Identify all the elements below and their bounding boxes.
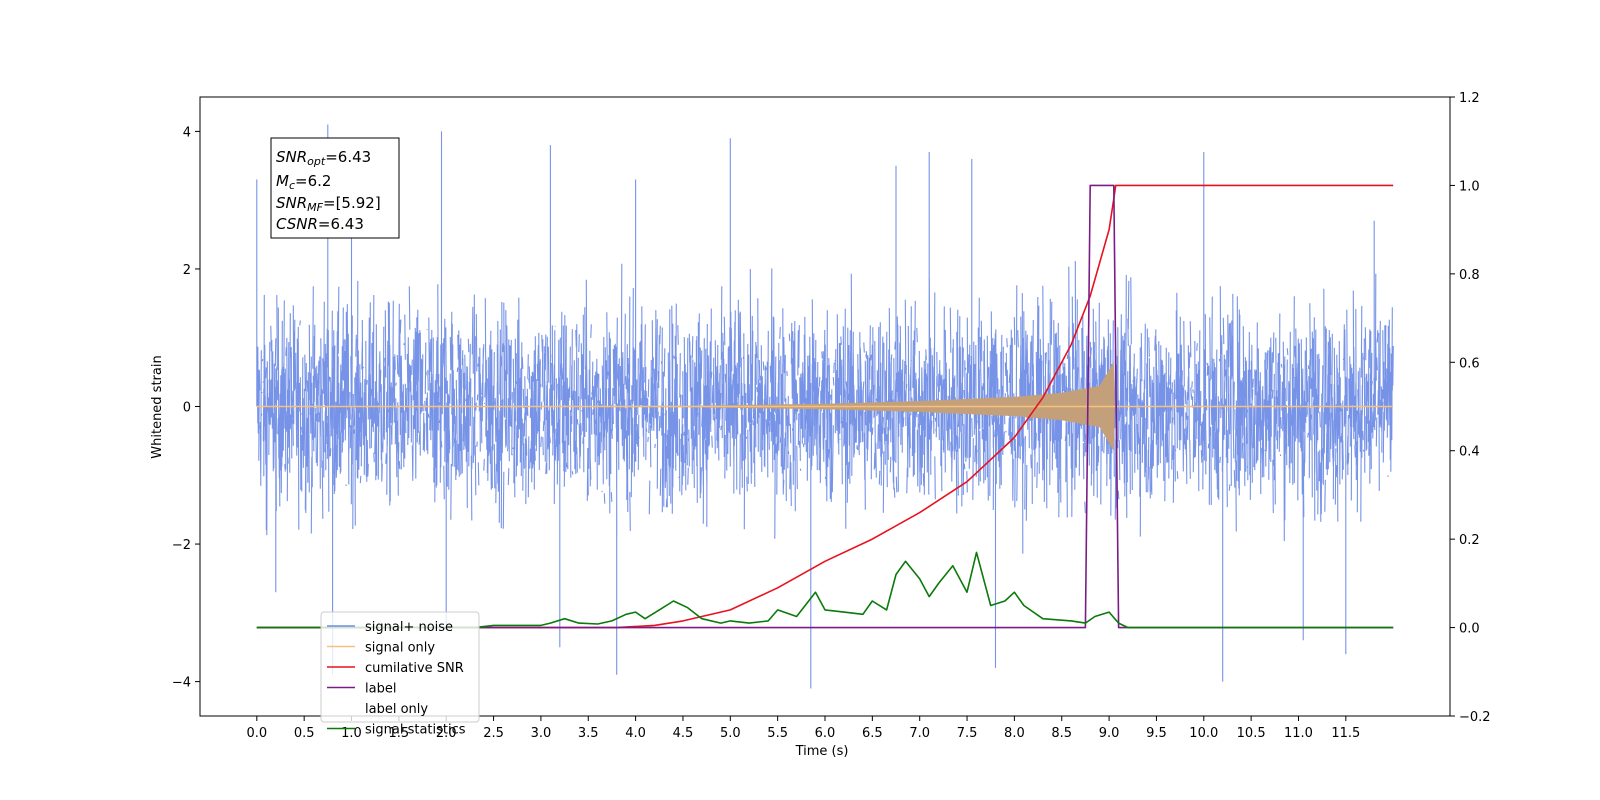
y-right-tick-label: 0.2: [1459, 533, 1480, 548]
series-cumilative-snr: [256, 184, 1394, 629]
x-tick-label: 8.0: [1004, 726, 1025, 741]
y-axis-left: −4 −2 0 2 4: [172, 125, 200, 691]
y-right-tick-label: 1.2: [1459, 91, 1480, 106]
legend-frame: [320, 611, 480, 723]
x-tick-label: 8.5: [1051, 726, 1072, 741]
x-tick-label: 6.0: [815, 726, 836, 741]
x-tick-label: 3.5: [578, 726, 599, 741]
x-tick-label: 9.5: [1146, 726, 1167, 741]
y-left-tick-label: −4: [172, 676, 191, 691]
annotation-mc: Mc=6.2: [276, 172, 331, 192]
legend-label: cumilative SNR: [365, 661, 464, 676]
x-tick-label: 1.0: [341, 726, 362, 741]
series-signal-noise: [256, 124, 1394, 689]
x-tick-label: 6.5: [862, 726, 883, 741]
annotation-snr-mf: SNRMF=[5.92]: [276, 194, 381, 214]
legend-label: signal only: [365, 641, 435, 656]
line-series-group: [256, 184, 1394, 629]
x-tick-label: 2.5: [483, 726, 504, 741]
y-right-tick-label: 0.6: [1459, 356, 1480, 371]
noise-series-group: [256, 124, 1394, 689]
y-axis-label: Whitened strain: [150, 355, 165, 458]
x-tick-label: 2.0: [436, 726, 457, 741]
legend-label: label only: [365, 702, 428, 717]
x-tick-label: 4.0: [625, 726, 646, 741]
legend-label: signal+ noise: [365, 620, 453, 635]
x-tick-label: 5.5: [767, 726, 788, 741]
x-tick-label: 7.5: [957, 726, 978, 741]
y-left-tick-label: 2: [183, 263, 191, 278]
y-left-tick-label: −2: [172, 538, 191, 553]
x-tick-label: 11.0: [1284, 726, 1313, 741]
y-right-tick-label: 0.8: [1459, 268, 1480, 283]
x-tick-label: 9.0: [1099, 726, 1120, 741]
x-tick-label: 11.5: [1331, 726, 1360, 741]
series-signal-statistics: [256, 551, 1394, 629]
legend: signal+ noise signal only cumilative SNR la…: [320, 611, 480, 738]
x-axis: 0.0 0.5 1.0 1.5 2.0 2.5 3.0 3.5 4.0 4.5 5.0 5.5 6.0 6…: [246, 716, 1360, 741]
y-right-tick-label: 1.0: [1459, 179, 1480, 194]
x-tick-label: 4.5: [673, 726, 694, 741]
annotation-snr-opt: SNRopt=6.43: [276, 148, 371, 168]
x-tick-label: 10.5: [1237, 726, 1266, 741]
x-tick-label: 5.0: [720, 726, 741, 741]
legend-label: signal statistics: [365, 723, 466, 738]
x-axis-label: Time (s): [795, 744, 849, 759]
y-right-tick-label: −0.2: [1459, 710, 1491, 725]
y-left-tick-label: 4: [183, 125, 191, 140]
y-left-tick-label: 0: [183, 401, 191, 416]
plot-area: [256, 124, 1394, 689]
y-right-tick-label: 0.0: [1459, 622, 1480, 637]
annotation-box: [270, 137, 400, 239]
y-axis-right: −0.2 0.0 0.2 0.4 0.6 0.8 1.0 1.2: [1450, 91, 1491, 725]
legend-label: label: [365, 682, 396, 697]
signal-series-group: [256, 361, 1394, 452]
stats-annotation: SNRopt=6.43 Mc=6.2 SNRMF=[5.92] CSNR=6.4…: [270, 137, 400, 239]
y-right-tick-label: 0.4: [1459, 445, 1480, 460]
x-tick-label: 0.5: [294, 726, 315, 741]
x-tick-label: 7.0: [909, 726, 930, 741]
x-tick-label: 10.0: [1189, 726, 1218, 741]
annotation-csnr: CSNR=6.43: [276, 215, 364, 233]
x-tick-label: 3.0: [531, 726, 552, 741]
x-tick-label: 0.0: [246, 726, 267, 741]
x-tick-label: 1.5: [389, 726, 410, 741]
